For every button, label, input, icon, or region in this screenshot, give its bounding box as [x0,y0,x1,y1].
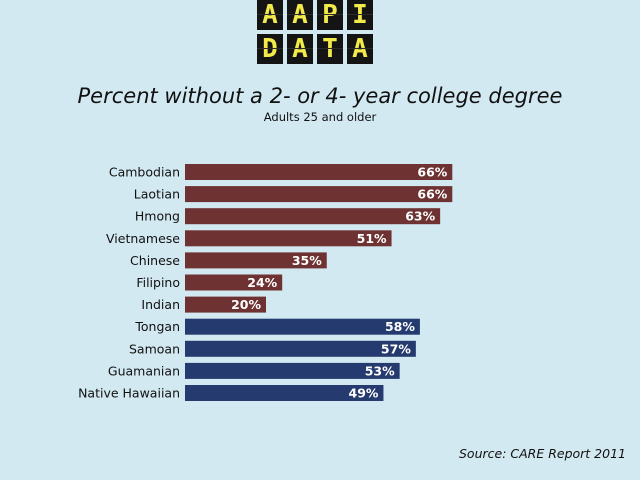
bar [185,208,441,225]
chart-subtitle: Adults 25 and older [263,110,377,124]
bar [185,186,453,203]
logo-letter: A [257,0,283,30]
bar-value-label: 66% [417,187,447,202]
logo-letter: A [347,34,373,64]
bar-value-label: 58% [385,319,415,334]
bar [185,385,384,401]
bar-value-label: 53% [365,363,395,378]
category-label: Native Hawaiian [78,386,180,401]
bar-value-label: 49% [349,386,379,401]
bar [185,252,327,269]
bar-value-label: 66% [417,165,447,180]
logo-letter: D [257,34,283,64]
bar-value-label: 63% [405,209,435,224]
source-note: Source: CARE Report 2011 [458,446,626,461]
bar [185,274,283,291]
category-label: Vietnamese [106,231,180,246]
bar [185,164,453,180]
category-label: Tongan [134,319,180,334]
category-label: Filipino [136,275,180,290]
category-label: Samoan [129,341,180,356]
category-label: Indian [141,297,180,312]
logo-letter: T [317,34,343,64]
logo-letter: A [287,34,313,64]
logo-letter: P [317,0,343,30]
chart-title: Percent without a 2- or 4- year college … [77,84,563,108]
category-label: Guamanian [108,363,180,378]
category-label: Laotian [134,187,180,202]
bar [185,362,400,379]
bar-value-label: 20% [231,297,261,312]
bar [185,318,420,335]
bar [185,296,266,313]
bar [185,230,392,247]
bar-value-label: 57% [381,341,411,356]
logo-letter: A [287,0,313,30]
bar-value-label: 51% [357,231,387,246]
bar-value-label: 24% [247,275,277,290]
category-label: Chinese [130,253,180,268]
category-label: Cambodian [109,165,180,180]
category-label: Hmong [135,209,180,224]
bar-value-label: 35% [292,253,322,268]
aapi-data-logo: A A P I D A T A [257,0,373,64]
logo-letter: I [347,0,373,30]
bar [185,340,416,357]
